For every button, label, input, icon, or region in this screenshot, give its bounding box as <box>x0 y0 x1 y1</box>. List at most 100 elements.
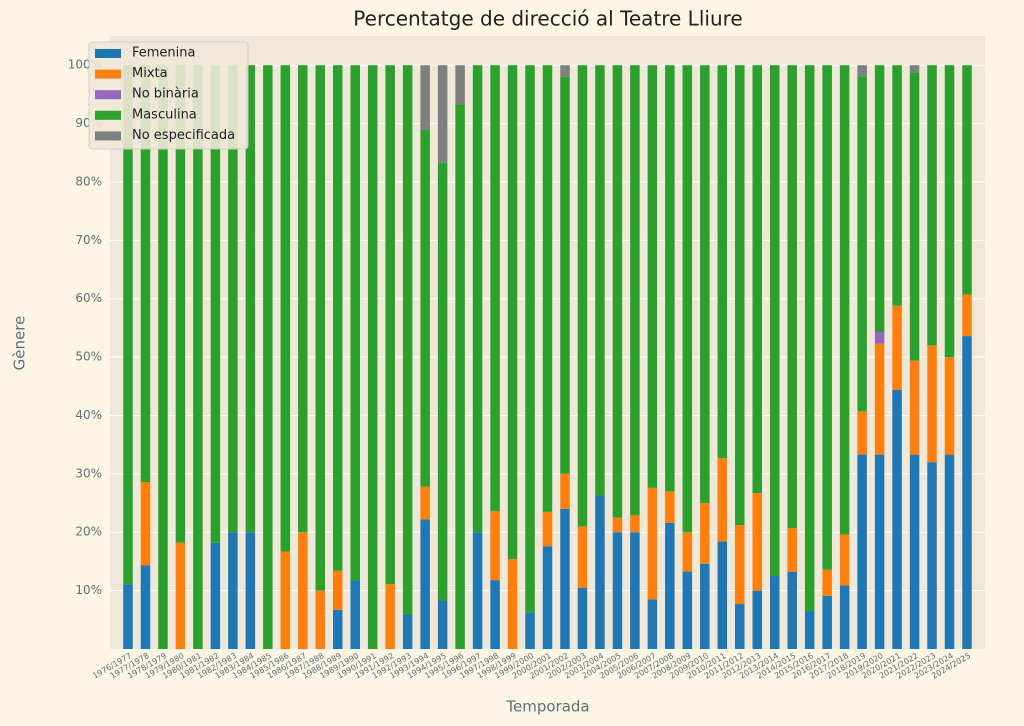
bar-segment <box>490 511 500 581</box>
bar-segment <box>700 503 710 564</box>
bar-segment <box>909 65 920 73</box>
bar-segment <box>717 65 728 459</box>
bar-segment <box>630 515 640 533</box>
bar-segment <box>612 532 623 649</box>
bar-segment <box>787 65 797 529</box>
bar-segment <box>769 576 780 649</box>
y-tick-label: 60% <box>75 291 102 305</box>
bar-segment <box>735 525 745 605</box>
bar-segment <box>123 584 133 649</box>
legend-label: Mixta <box>132 66 168 81</box>
bar-segment <box>909 454 920 649</box>
bar-segment <box>962 336 972 649</box>
bar-segment <box>857 411 867 455</box>
legend-label: No especificada <box>132 128 235 143</box>
bar-segment <box>140 482 151 566</box>
bar-segment <box>385 65 395 585</box>
bar-segment <box>752 493 762 591</box>
bar-segment <box>490 580 500 649</box>
legend-label: No binària <box>132 87 199 102</box>
bar-segment <box>892 305 902 390</box>
bar-segment <box>367 65 378 649</box>
bar-segment <box>787 528 797 572</box>
bar-segment <box>595 495 605 649</box>
bar-segment <box>333 65 343 571</box>
bar-segment <box>839 585 850 649</box>
bar-segment <box>437 600 448 649</box>
bar-segment <box>630 532 640 649</box>
bar-segment <box>350 65 360 581</box>
bar-segment <box>420 129 430 487</box>
bar-segment <box>857 76 867 412</box>
bar-segment <box>228 532 238 649</box>
bar-segment <box>682 571 693 649</box>
bar-segment <box>280 65 291 552</box>
bar-segment <box>874 331 885 344</box>
bar-segment <box>822 65 832 570</box>
bar-segment <box>630 65 640 516</box>
bar-segment <box>682 532 693 572</box>
bar-segment <box>385 584 395 649</box>
bar-segment <box>700 65 710 504</box>
bar-segment <box>962 294 972 337</box>
x-axis-label: Temporada <box>505 698 589 716</box>
bar-segment <box>769 65 780 577</box>
bar-segment <box>437 162 448 601</box>
bar-segment <box>158 65 168 649</box>
bar-segment <box>315 590 326 649</box>
bar-segment <box>420 65 430 130</box>
bar-segment <box>787 571 797 649</box>
legend-swatch <box>95 110 121 120</box>
bar-segment <box>507 559 518 649</box>
bar-segment <box>402 614 413 649</box>
y-axis-label: Gènere <box>11 316 29 371</box>
bar-segment <box>927 345 937 463</box>
bar-segment <box>402 65 413 615</box>
legend-swatch <box>95 49 121 58</box>
bar-segment <box>665 522 675 649</box>
bar-segment <box>420 519 430 649</box>
bar-segment <box>665 491 675 523</box>
bar-segment <box>647 65 658 488</box>
y-tick-label: 10% <box>75 583 102 597</box>
bar-segment <box>455 104 465 649</box>
bar-segment <box>420 486 430 520</box>
bar-segment <box>612 65 623 518</box>
bar-segment <box>874 343 885 455</box>
bar-segment <box>944 65 955 358</box>
bar-segment <box>909 72 920 361</box>
bar-segment <box>577 587 588 649</box>
bar-segment <box>455 65 465 105</box>
bar-segment <box>962 65 972 295</box>
bar-segment <box>927 462 937 649</box>
bar-segment <box>909 360 920 455</box>
bar-segment <box>577 65 588 527</box>
bar-segment <box>700 563 710 649</box>
legend-swatch <box>95 90 121 100</box>
bar-segment <box>542 546 553 649</box>
bar-segment <box>140 65 151 483</box>
bar-segment <box>490 65 500 512</box>
bar-segment <box>280 551 291 649</box>
bar-segment <box>245 65 256 533</box>
bar-segment <box>560 76 570 474</box>
bar-segment <box>874 65 885 332</box>
bar-segment <box>315 65 326 591</box>
bar-segment <box>263 65 273 649</box>
bar-segment <box>298 532 308 649</box>
bar-segment <box>892 65 902 306</box>
legend-label: Femenina <box>132 46 195 61</box>
bar-segment <box>542 511 553 547</box>
bar-segment <box>245 532 256 649</box>
bar-segment <box>892 389 902 649</box>
bar-segment <box>752 65 762 494</box>
bar-segment <box>437 65 448 163</box>
bar-segment <box>857 65 867 77</box>
y-tick-label: 30% <box>75 466 102 480</box>
bar-segment <box>595 65 605 496</box>
bar-segment <box>682 65 693 533</box>
bar-segment <box>735 65 745 526</box>
bar-segment <box>333 609 343 649</box>
bar-segment <box>839 65 850 535</box>
